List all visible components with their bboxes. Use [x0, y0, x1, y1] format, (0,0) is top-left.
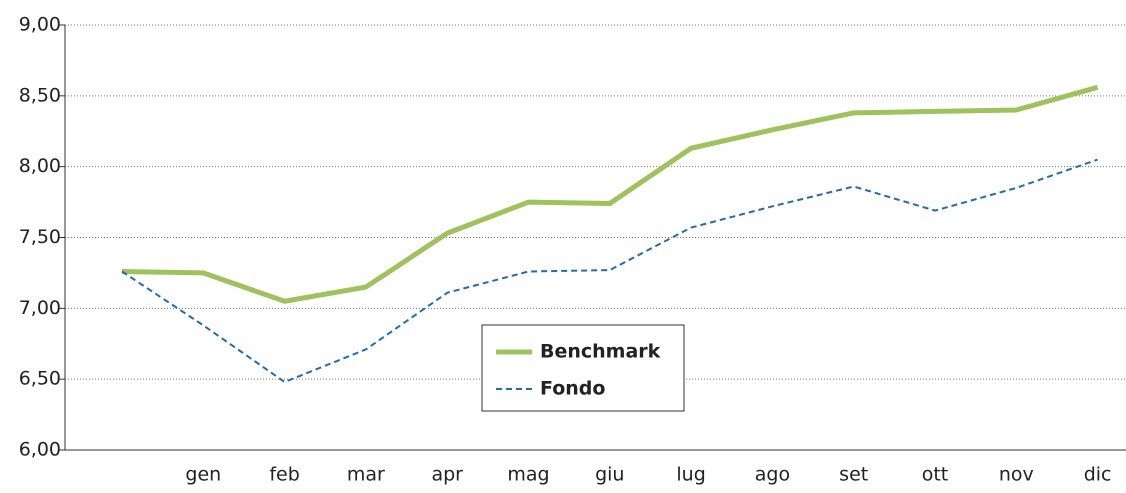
x-tick-label: giu	[595, 464, 624, 486]
x-tick-label: set	[839, 464, 868, 486]
legend-label: Fondo	[540, 378, 605, 400]
y-tick-label: 7,00	[19, 297, 61, 319]
y-tick-label: 6,50	[19, 368, 61, 390]
legend-label: Benchmark	[540, 341, 661, 363]
x-tick-label: gen	[185, 464, 221, 486]
x-tick-label: ott	[922, 464, 949, 486]
series-line	[121, 84, 1099, 304]
x-tick-label: dic	[1084, 464, 1112, 486]
y-tick-label: 7,50	[19, 226, 61, 248]
series-line	[121, 158, 1098, 383]
x-tick-label: nov	[999, 464, 1034, 486]
y-tick-label: 9,00	[19, 14, 61, 36]
y-tick-label: 8,00	[19, 155, 61, 177]
y-tick-label: 6,00	[19, 439, 61, 461]
x-tick-label: mar	[347, 464, 385, 486]
legend-box	[481, 324, 685, 412]
x-tick-label: lug	[676, 464, 705, 486]
x-tick-label: feb	[269, 464, 299, 486]
y-tick-label: 8,50	[19, 84, 61, 106]
x-tick-label: apr	[431, 464, 463, 486]
x-tick-label: ago	[755, 464, 790, 486]
x-tick-label: mag	[507, 464, 549, 486]
